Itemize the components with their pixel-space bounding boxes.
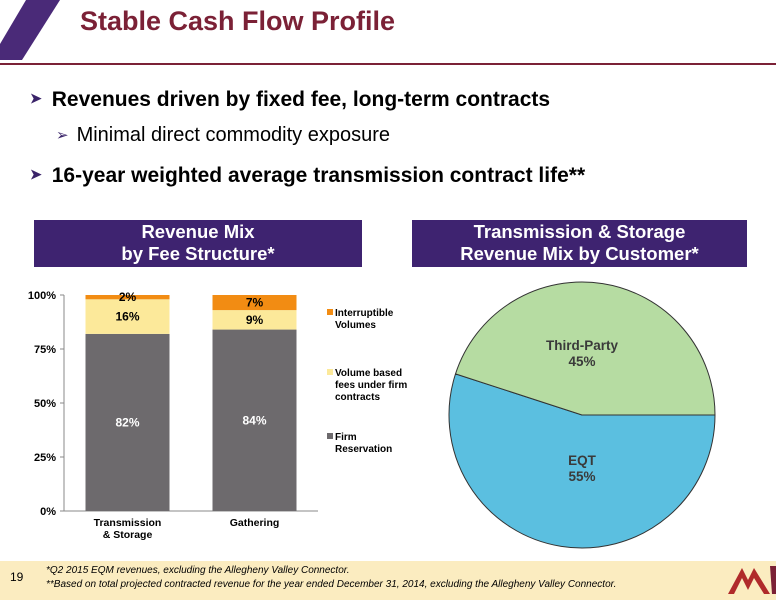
customer-mix-banner-line-1: Transmission & Storage <box>473 221 686 242</box>
header-band <box>0 0 776 60</box>
legend-label: Firm <box>335 432 357 443</box>
legend-swatch <box>327 369 333 375</box>
legend-label: fees under firm <box>335 380 407 391</box>
revenue-mix-banner-line-1: Revenue Mix <box>141 221 255 242</box>
bar-data-label: 9% <box>246 313 264 327</box>
bar-segment <box>212 295 297 311</box>
bullet-2-text: Minimal direct commodity exposure <box>76 124 391 146</box>
header-white-stripe <box>0 0 26 44</box>
y-tick-label: 100% <box>28 290 56 302</box>
header-stripe-graphic <box>0 0 70 60</box>
legend-swatch <box>327 433 333 439</box>
pie-slice-name: EQT <box>568 453 597 468</box>
y-tick-label: 75% <box>34 344 56 356</box>
footnote-2: **Based on total projected contracted re… <box>46 579 617 590</box>
y-tick-label: 25% <box>34 452 56 464</box>
bullet-2: ➢ Minimal direct commodity exposure <box>56 124 390 147</box>
pie-slice-name: Third-Party <box>546 338 619 353</box>
bullet-arrow-icon: ➤ <box>30 90 42 106</box>
legend-label: contracts <box>335 392 380 403</box>
company-logo <box>728 566 776 594</box>
sub-bullet-arrow-icon: ➢ <box>56 127 69 144</box>
revenue-mix-bar-chart: 0% 25% 50% 75% 100% 82% 16% 2% Transmission& Sto… <box>28 290 407 541</box>
bar-segment <box>212 329 297 511</box>
legend-label: Volume based <box>335 368 402 379</box>
legend-label: Volumes <box>335 320 376 331</box>
bullet-3-text: 16-year weighted average transmission co… <box>51 164 586 187</box>
bullet-1-text: Revenues driven by fixed fee, long-term … <box>51 88 551 111</box>
bullet-3: ➤ 16-year weighted average transmission c… <box>30 164 585 188</box>
bullet-1: ➤ Revenues driven by fixed fee, long-term… <box>30 88 550 112</box>
legend-label: Reservation <box>335 444 392 455</box>
bar-data-label: 2% <box>119 290 137 304</box>
pie-slice-value: 55% <box>568 469 595 484</box>
legend-label: Interruptible <box>335 308 394 319</box>
legend-swatch <box>327 309 333 315</box>
footnote-1: *Q2 2015 EQM revenues, excluding the All… <box>46 565 350 576</box>
revenue-mix-banner-line-2: by Fee Structure* <box>121 243 275 264</box>
x-category-label: Gathering <box>230 517 280 529</box>
header-stripe-gap <box>24 0 70 60</box>
footer-band <box>0 561 776 600</box>
pie-slice-value: 45% <box>568 354 595 369</box>
revenue-mix-banner: Revenue Mix by Fee Structure* <box>34 220 362 267</box>
bullet-arrow-icon: ➤ <box>30 166 42 182</box>
x-category-label: Transmission <box>94 517 162 529</box>
customer-mix-banner: Transmission & Storage Revenue Mix by Cu… <box>412 220 747 267</box>
pie-slice <box>448 373 716 549</box>
page-number: 19 <box>10 570 24 584</box>
bar-data-label: 84% <box>242 413 266 427</box>
x-category-label: & Storage <box>103 529 153 541</box>
y-tick-label: 0% <box>40 506 56 518</box>
bar-segment <box>212 310 297 330</box>
bar-data-label: 82% <box>115 415 139 429</box>
bar-segment <box>85 299 170 334</box>
bar-data-label: 7% <box>246 296 264 310</box>
title-divider <box>0 63 776 65</box>
y-tick-label: 50% <box>34 398 56 410</box>
customer-mix-banner-line-2: Revenue Mix by Customer* <box>460 243 699 264</box>
page-title: Stable Cash Flow Profile <box>80 6 396 36</box>
bar-data-label: 16% <box>115 310 139 324</box>
bar-segment <box>85 333 170 511</box>
pie-slice <box>454 281 716 416</box>
bar-segment <box>85 295 170 300</box>
